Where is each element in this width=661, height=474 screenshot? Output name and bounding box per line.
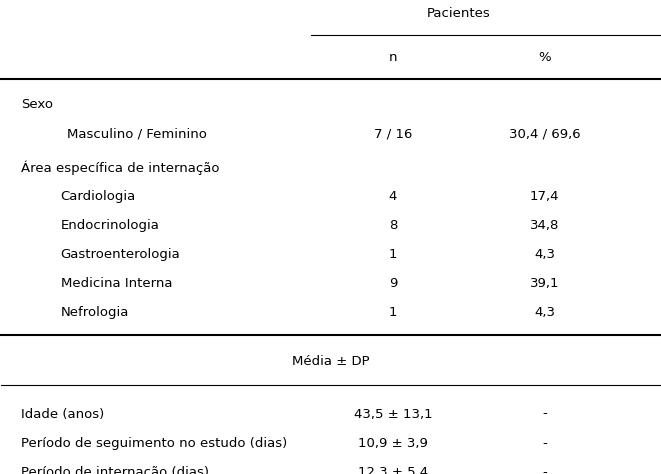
Text: Período de internação (dias): Período de internação (dias) bbox=[21, 465, 209, 474]
Text: 34,8: 34,8 bbox=[529, 219, 559, 232]
Text: n: n bbox=[389, 51, 397, 64]
Text: Nefrologia: Nefrologia bbox=[61, 306, 129, 319]
Text: 39,1: 39,1 bbox=[529, 277, 559, 291]
Text: 43,5 ± 13,1: 43,5 ± 13,1 bbox=[354, 408, 432, 420]
Text: %: % bbox=[538, 51, 551, 64]
Text: Período de seguimento no estudo (dias): Período de seguimento no estudo (dias) bbox=[21, 437, 288, 450]
Text: Cardiologia: Cardiologia bbox=[61, 190, 136, 203]
Text: -: - bbox=[542, 437, 547, 450]
Text: 1: 1 bbox=[389, 306, 397, 319]
Text: 12,3 ± 5,4: 12,3 ± 5,4 bbox=[358, 465, 428, 474]
Text: Gastroenterologia: Gastroenterologia bbox=[61, 248, 180, 261]
Text: Área específica de internação: Área específica de internação bbox=[21, 160, 219, 175]
Text: -: - bbox=[542, 465, 547, 474]
Text: Endocrinologia: Endocrinologia bbox=[61, 219, 159, 232]
Text: 4: 4 bbox=[389, 190, 397, 203]
Text: Medicina Interna: Medicina Interna bbox=[61, 277, 172, 291]
Text: 8: 8 bbox=[389, 219, 397, 232]
Text: Média ± DP: Média ± DP bbox=[292, 356, 369, 368]
Text: -: - bbox=[542, 408, 547, 420]
Text: Idade (anos): Idade (anos) bbox=[21, 408, 104, 420]
Text: Pacientes: Pacientes bbox=[427, 7, 490, 20]
Text: 17,4: 17,4 bbox=[529, 190, 559, 203]
Text: 30,4 / 69,6: 30,4 / 69,6 bbox=[508, 128, 580, 141]
Text: 10,9 ± 3,9: 10,9 ± 3,9 bbox=[358, 437, 428, 450]
Text: 9: 9 bbox=[389, 277, 397, 291]
Text: 4,3: 4,3 bbox=[534, 248, 555, 261]
Text: 1: 1 bbox=[389, 248, 397, 261]
Text: 4,3: 4,3 bbox=[534, 306, 555, 319]
Text: Sexo: Sexo bbox=[21, 99, 53, 111]
Text: 7 / 16: 7 / 16 bbox=[374, 128, 412, 141]
Text: Masculino / Feminino: Masculino / Feminino bbox=[67, 128, 207, 141]
